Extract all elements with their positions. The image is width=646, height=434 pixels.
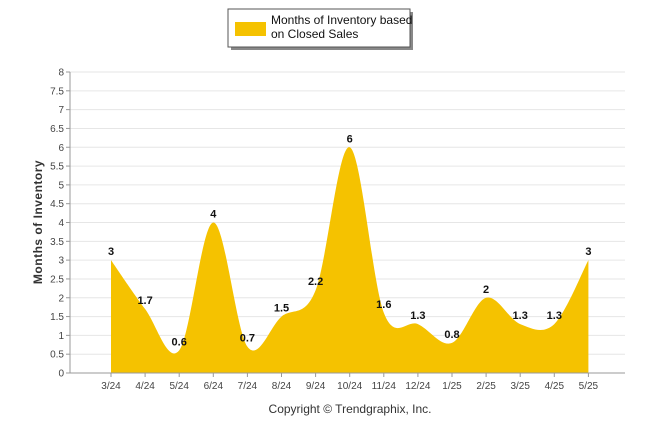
- data-label: 0.7: [240, 333, 255, 345]
- x-tick-label: 4/25: [545, 381, 565, 392]
- data-label: 2.2: [308, 276, 323, 288]
- data-label: 1.5: [274, 303, 289, 315]
- legend-swatch: [235, 22, 266, 36]
- y-tick-label: 6: [58, 143, 64, 154]
- data-label: 1.3: [410, 310, 425, 322]
- data-label: 1.3: [513, 310, 528, 322]
- y-tick-label: 7: [58, 105, 64, 116]
- series-area: [111, 147, 589, 373]
- data-label: 4: [210, 209, 217, 221]
- y-tick-label: 5: [58, 180, 64, 191]
- data-label: 3: [585, 246, 591, 258]
- y-tick-label: 6.5: [50, 124, 64, 135]
- x-tick-label: 3/24: [101, 381, 121, 392]
- legend-line-2: on Closed Sales: [271, 27, 358, 41]
- x-tick-label: 4/24: [135, 381, 155, 392]
- y-tick-labels: 0 0.5 1 1.5 2 2.5 3 3.5 4 4.5 5 5.5 6 6.5 7 7.5 8: [50, 68, 64, 380]
- x-tick-label: 3/25: [510, 381, 530, 392]
- x-tick-label: 7/24: [238, 381, 258, 392]
- x-tick-label: 9/24: [306, 381, 326, 392]
- data-label: 0.8: [444, 329, 459, 341]
- y-tick-label: 2.5: [50, 274, 64, 285]
- copyright-text: Copyright © Trendgraphix, Inc.: [269, 402, 432, 416]
- axes: [69, 72, 625, 374]
- x-tick-label: 5/24: [169, 381, 189, 392]
- y-tick-label: 4.5: [50, 199, 64, 210]
- data-label: 0.6: [172, 336, 187, 348]
- y-tick-label: 7.5: [50, 86, 64, 97]
- x-tick-label: 10/24: [337, 381, 362, 392]
- y-tick-label: 8: [58, 68, 64, 79]
- y-tick-label: 1.5: [50, 312, 64, 323]
- series-area-fill: [111, 147, 589, 373]
- x-tick-labels: 3/24 4/24 5/24 6/24 7/24 8/24 9/24 10/24 11/24 12…: [101, 373, 599, 392]
- data-label: 6: [347, 133, 353, 145]
- data-label: 1.7: [137, 295, 152, 307]
- data-label: 3: [108, 246, 114, 258]
- y-axis-title: Months of Inventory: [31, 160, 45, 284]
- x-tick-label: 12/24: [405, 381, 430, 392]
- x-tick-label: 5/25: [579, 381, 599, 392]
- y-tick-label: 5.5: [50, 162, 64, 173]
- x-tick-label: 2/25: [476, 381, 496, 392]
- data-label: 1.6: [376, 299, 391, 311]
- x-tick-label: 11/24: [372, 381, 397, 392]
- x-tick-label: 8/24: [272, 381, 292, 392]
- x-tick-label: 1/25: [442, 381, 462, 392]
- y-tick-label: 0.5: [50, 350, 64, 361]
- y-tick-label: 4: [58, 218, 64, 229]
- legend-line-1: Months of Inventory based: [271, 13, 412, 27]
- x-tick-label: 6/24: [204, 381, 224, 392]
- y-tick-label: 0: [58, 369, 64, 380]
- data-labels: 3 1.7 0.6 4 0.7 1.5 2.2 6 1.6 1.3 0.8 2 1.3 1.3 3: [108, 133, 592, 348]
- y-tick-label: 3.5: [50, 237, 64, 248]
- y-tick-label: 2: [58, 293, 64, 304]
- y-tick-label: 3: [58, 256, 64, 267]
- data-label: 1.3: [547, 310, 562, 322]
- y-tick-label: 1: [58, 331, 64, 342]
- data-label: 2: [483, 284, 489, 296]
- legend: Months of Inventory based on Closed Sale…: [227, 8, 413, 50]
